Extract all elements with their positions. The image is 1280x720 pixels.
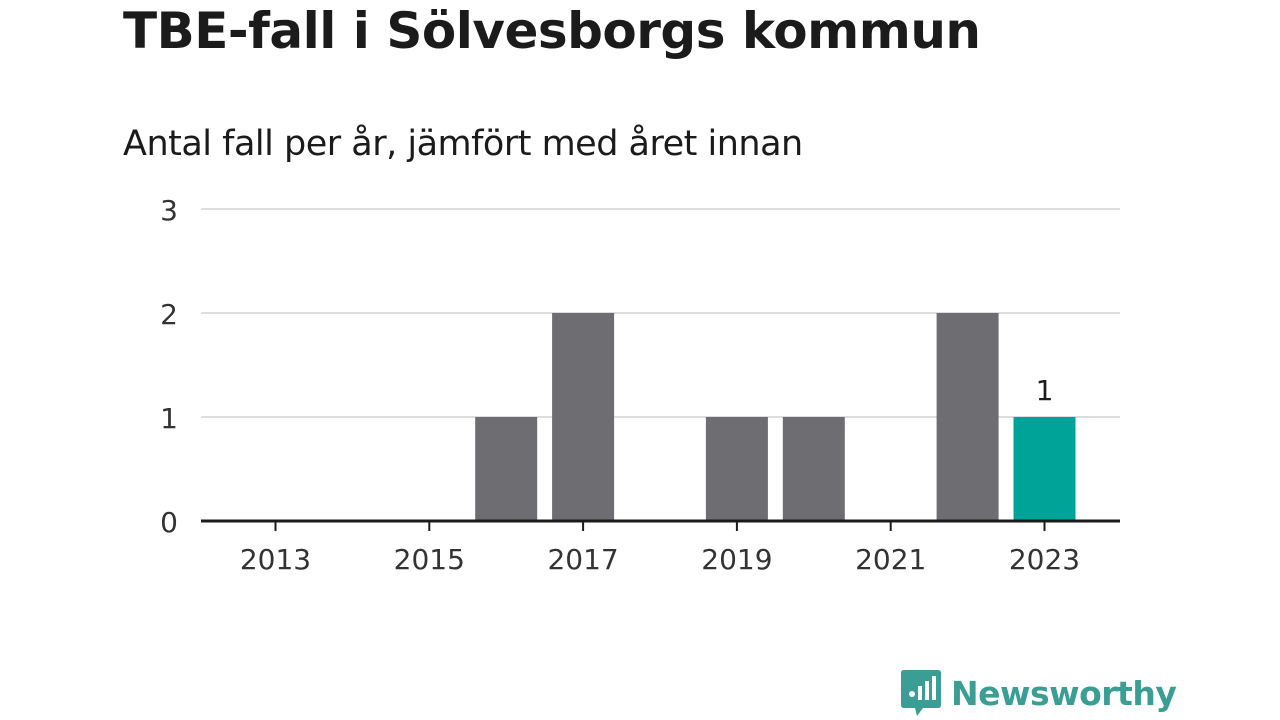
brand-name: Newsworthy [951, 673, 1177, 713]
chart-subtitle: Antal fall per år, jämfört med året inna… [123, 124, 803, 164]
bar-2017 [552, 313, 615, 521]
bars [475, 313, 1076, 521]
x-tick-label: 2023 [1009, 543, 1080, 576]
y-tick-label: 3 [160, 194, 178, 227]
x-tick-label: 2017 [547, 543, 618, 576]
y-tick-label: 1 [160, 402, 178, 435]
y-tick-label: 0 [160, 506, 178, 539]
bar-chart: 0 1 2 3 1 2013 2015 2017 2019 2021 2023 [160, 194, 1120, 576]
y-tick-label: 2 [160, 298, 178, 331]
bar-2019 [705, 417, 768, 521]
x-tick-label: 2019 [701, 543, 772, 576]
x-tick-label: 2015 [394, 543, 465, 576]
x-tick-label: 2013 [240, 543, 311, 576]
newsworthy-logo-icon [901, 670, 941, 716]
x-axis [201, 519, 1120, 531]
x-tick-label: 2021 [855, 543, 926, 576]
bar-2023 [1013, 417, 1076, 521]
chart-title: TBE-fall i Sölvesborgs kommun [123, 2, 981, 60]
data-label: 1 [1036, 374, 1054, 407]
bar-2016 [475, 417, 538, 521]
bar-2022 [936, 313, 999, 521]
axis-labels: 0 1 2 3 1 2013 2015 2017 2019 2021 2023 [160, 194, 1080, 576]
bar-2020 [782, 417, 845, 521]
newsworthy-brand: Newsworthy [901, 668, 1177, 718]
